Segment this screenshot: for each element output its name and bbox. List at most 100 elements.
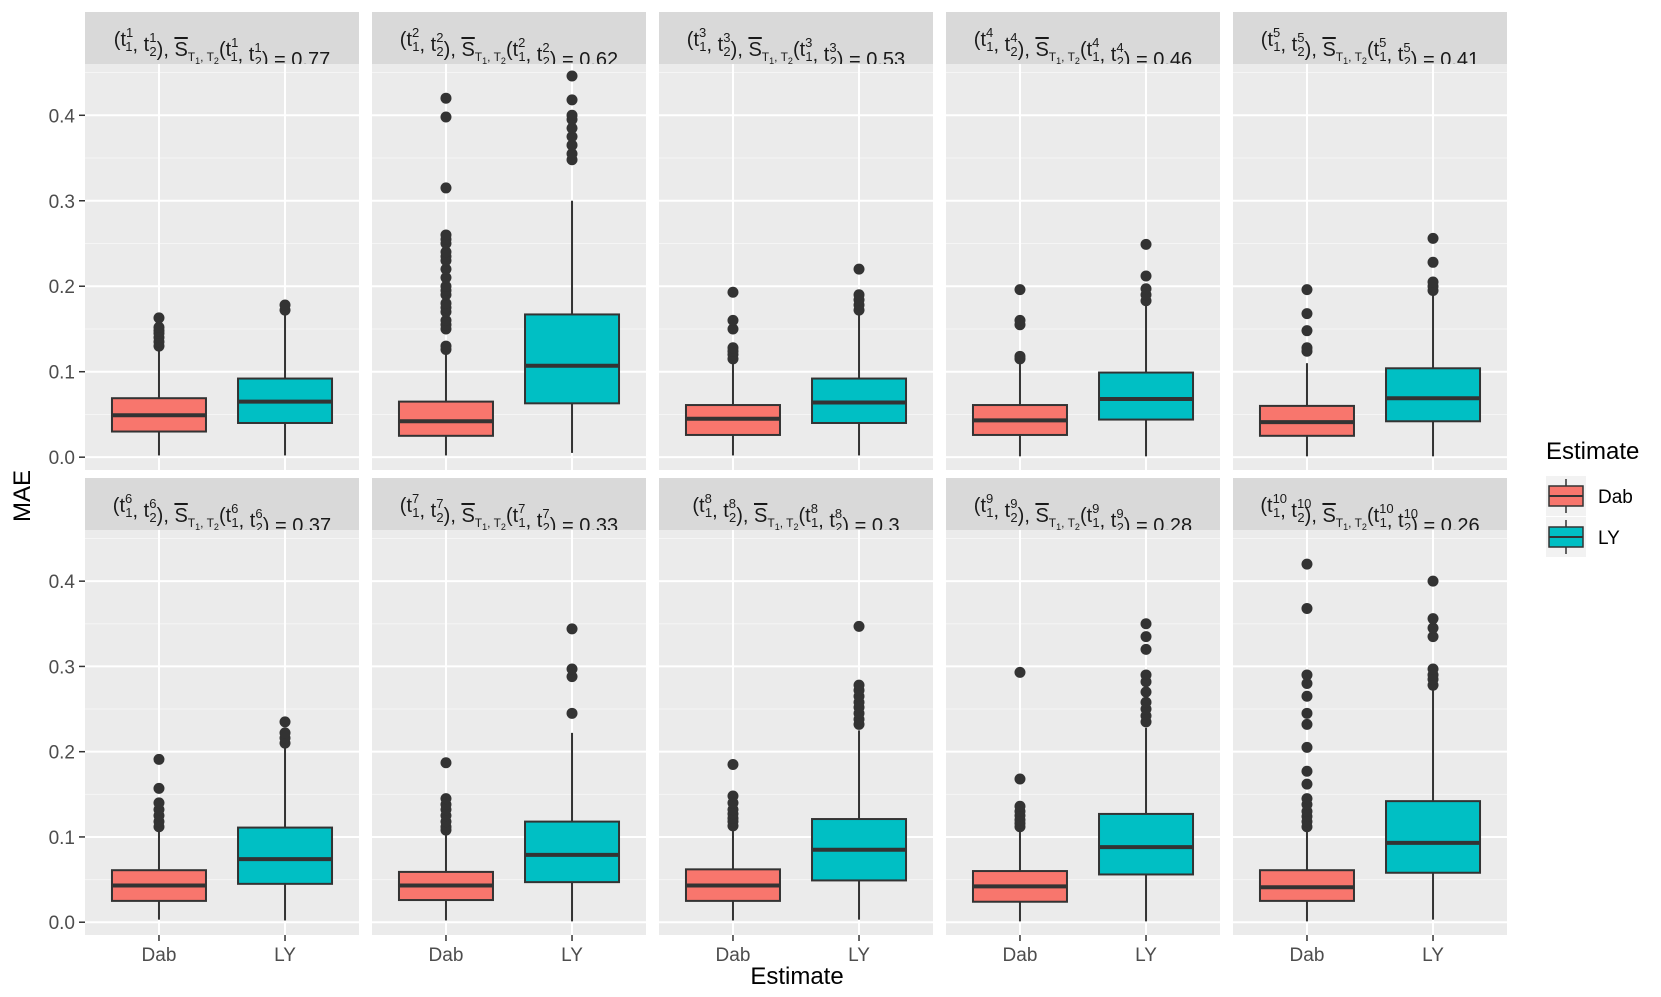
- outlier-point: [1301, 793, 1313, 805]
- outlier-point: [1427, 613, 1439, 625]
- box-dab: [397, 757, 494, 921]
- outlier-point: [1140, 643, 1152, 655]
- x-tick-label: LY: [848, 945, 870, 966]
- outlier-point: [1301, 741, 1313, 753]
- facet-panel: (t4 1, t4 2), ST1, T2(t4 1, t4 2) = 0.46: [946, 12, 1220, 470]
- facet-strip: [659, 12, 933, 64]
- outlier-point: [1140, 696, 1152, 708]
- y-tick-label: 0.3: [49, 192, 75, 213]
- x-axis-title: Estimate: [750, 963, 843, 990]
- box-dab: [1258, 558, 1355, 922]
- outlier-point: [279, 716, 291, 728]
- outlier-point: [1140, 631, 1152, 643]
- outlier-point: [1427, 232, 1439, 244]
- facet-panel: (t5 1, t5 2), ST1, T2(t5 1, t5 2) = 0.41: [1233, 12, 1507, 470]
- outlier-point: [1301, 558, 1313, 570]
- x-tick-label: Dab: [1290, 945, 1325, 966]
- box-ly: [1385, 575, 1482, 920]
- outlier-point: [1427, 575, 1439, 587]
- outlier-point: [727, 790, 739, 802]
- outlier-point: [1301, 718, 1313, 730]
- box-ly: [524, 623, 621, 922]
- iqr-box: [1385, 367, 1482, 423]
- outlier-point: [566, 148, 578, 160]
- outlier-point: [1427, 276, 1439, 288]
- outlier-point: [1014, 666, 1026, 678]
- outlier-point: [1301, 308, 1313, 320]
- box-dab: [1258, 284, 1355, 457]
- x-tick-label: LY: [274, 945, 296, 966]
- outlier-point: [727, 314, 739, 326]
- outlier-point: [1140, 686, 1152, 698]
- y-tick-label: 0.3: [49, 657, 75, 678]
- legend-label: LY: [1598, 528, 1620, 549]
- y-tick-label: 0.2: [49, 277, 75, 298]
- legend-label: Dab: [1598, 487, 1633, 508]
- outlier-point: [153, 782, 165, 794]
- outlier-point: [440, 280, 452, 292]
- outlier-point: [727, 342, 739, 354]
- outlier-point: [1140, 283, 1152, 295]
- outlier-point: [853, 263, 865, 275]
- outlier-point: [566, 109, 578, 121]
- outlier-point: [1140, 669, 1152, 681]
- outlier-point: [1014, 800, 1026, 812]
- box-dab: [971, 284, 1068, 457]
- outlier-point: [1301, 669, 1313, 681]
- outlier-point: [566, 707, 578, 719]
- iqr-box: [237, 826, 334, 885]
- outlier-point: [566, 663, 578, 675]
- facet-strip: [372, 12, 646, 64]
- outlier-point: [1301, 690, 1313, 702]
- outlier-point: [1301, 325, 1313, 337]
- outlier-point: [440, 793, 452, 805]
- iqr-box: [397, 400, 494, 437]
- box-ly: [811, 263, 908, 456]
- outlier-point: [1140, 238, 1152, 250]
- facet-panels: (t1 1, t1 2), ST1, T2(t1 1, t1 2) = 0.770.00…: [49, 12, 1507, 966]
- facet-strip: [1233, 478, 1507, 530]
- y-tick-label: 0.1: [49, 363, 75, 384]
- outlier-point: [440, 182, 452, 194]
- iqr-box: [1098, 371, 1195, 421]
- outlier-point: [440, 314, 452, 326]
- x-tick-label: Dab: [716, 945, 751, 966]
- facet-strip: [372, 478, 646, 530]
- facet-strip: [946, 12, 1220, 64]
- box-dab: [684, 286, 781, 456]
- outlier-point: [1301, 602, 1313, 614]
- legend: Estimate Dab LY: [1546, 438, 1639, 557]
- outlier-point: [566, 671, 578, 683]
- legend-title: Estimate: [1546, 438, 1639, 465]
- outlier-point: [1301, 342, 1313, 354]
- box-dab: [397, 92, 494, 456]
- outlier-point: [440, 297, 452, 309]
- outlier-point: [1301, 677, 1313, 689]
- facet-panel: (t1 1, t1 2), ST1, T2(t1 1, t1 2) = 0.770.00…: [49, 12, 359, 470]
- outlier-point: [440, 757, 452, 769]
- iqr-box: [1385, 800, 1482, 874]
- outlier-point: [279, 299, 291, 311]
- outlier-point: [727, 758, 739, 770]
- outlier-point: [153, 797, 165, 809]
- box-ly: [237, 299, 334, 456]
- y-tick-label: 0.2: [49, 743, 75, 764]
- outlier-point: [853, 289, 865, 301]
- facet-panel: (t3 1, t3 2), ST1, T2(t3 1, t3 2) = 0.53: [659, 12, 933, 470]
- outlier-point: [279, 727, 291, 739]
- outlier-point: [1427, 631, 1439, 643]
- box-ly: [237, 716, 334, 921]
- outlier-point: [566, 94, 578, 106]
- facet-strip: [85, 12, 359, 64]
- outlier-point: [1427, 622, 1439, 634]
- outlier-point: [1140, 618, 1152, 630]
- outlier-point: [440, 263, 452, 275]
- outlier-point: [853, 679, 865, 691]
- facet-panel: (t10 1, t10 2), ST1, T2(t10 1, t10 2) = 0.26…: [1233, 478, 1507, 966]
- facet-strip: [659, 478, 933, 530]
- outlier-point: [853, 620, 865, 632]
- outlier-point: [1427, 256, 1439, 268]
